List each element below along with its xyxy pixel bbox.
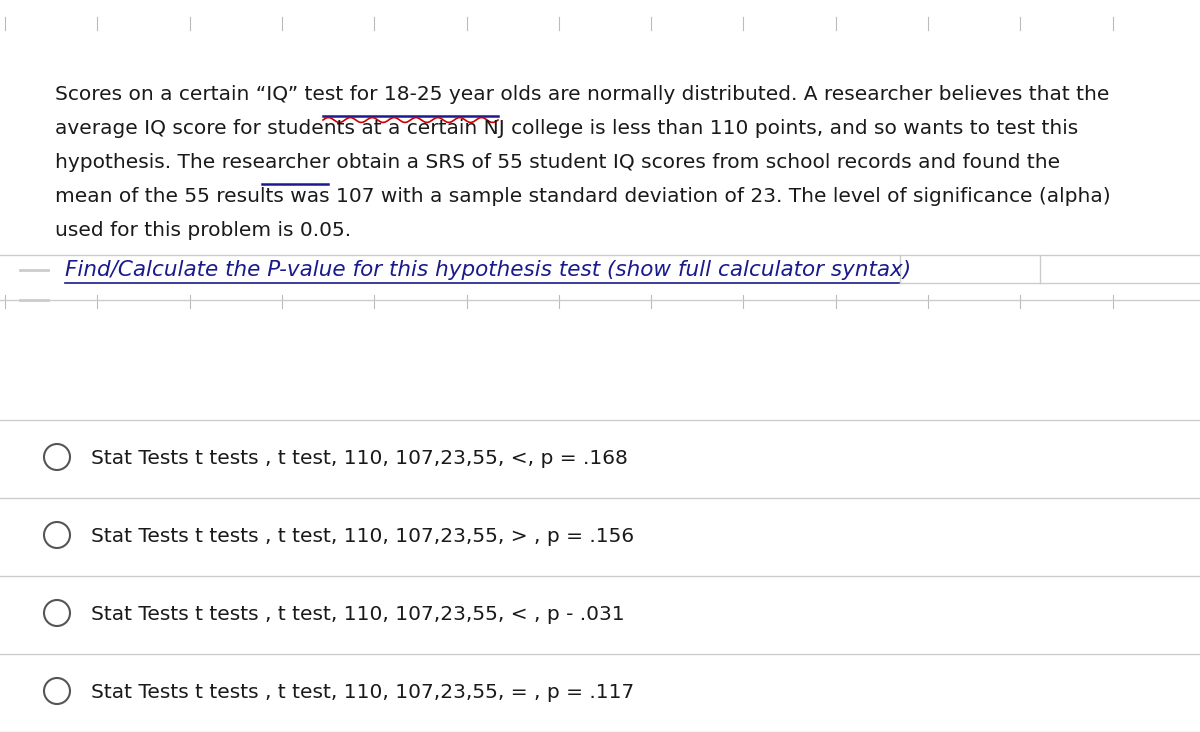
- Text: mean of the 55 results was 107 with a sample standard deviation of 23. The level: mean of the 55 results was 107 with a sa…: [55, 187, 1111, 206]
- Text: Scores on a certain “IQ” test for 18-25 year olds are normally distributed. A re: Scores on a certain “IQ” test for 18-25 …: [55, 85, 1109, 104]
- Text: average IQ score for students at a certain NJ college is less than 110 points, a: average IQ score for students at a certa…: [55, 119, 1079, 138]
- Text: Stat Tests t tests , t test, 110, 107,23,55, < , p - .031: Stat Tests t tests , t test, 110, 107,23…: [91, 605, 625, 624]
- Text: Stat Tests t tests , t test, 110, 107,23,55, > , p = .156: Stat Tests t tests , t test, 110, 107,23…: [91, 528, 634, 547]
- Text: Find/Calculate the P-value for this hypothesis test (show full calculator syntax: Find/Calculate the P-value for this hypo…: [65, 260, 911, 280]
- Text: Stat Tests t tests , t test, 110, 107,23,55, = , p = .117: Stat Tests t tests , t test, 110, 107,23…: [91, 684, 635, 703]
- Text: Stat Tests t tests , t test, 110, 107,23,55, <, p = .168: Stat Tests t tests , t test, 110, 107,23…: [91, 449, 628, 468]
- Text: used for this problem is 0.05.: used for this problem is 0.05.: [55, 221, 352, 240]
- Text: hypothesis. The researcher obtain a SRS of 55 student IQ scores from school reco: hypothesis. The researcher obtain a SRS …: [55, 153, 1060, 172]
